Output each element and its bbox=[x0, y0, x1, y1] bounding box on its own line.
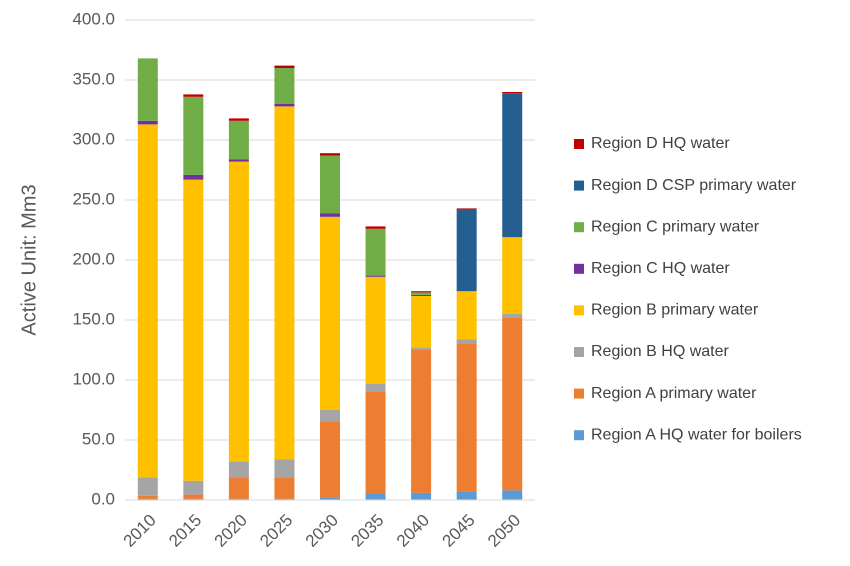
bar-segment bbox=[365, 276, 386, 384]
bar-segment bbox=[456, 209, 477, 292]
x-tick-label: 2035 bbox=[347, 511, 387, 551]
bar-segment bbox=[137, 477, 158, 496]
bar-segment bbox=[320, 410, 340, 422]
bar-segment bbox=[137, 58, 158, 121]
bar-segment bbox=[228, 118, 249, 121]
bar-segment bbox=[502, 317, 523, 491]
legend-swatch bbox=[574, 430, 584, 441]
x-tick-label: 2045 bbox=[438, 511, 478, 551]
bar-segment bbox=[183, 96, 204, 175]
bar-segment bbox=[274, 68, 295, 104]
legend-swatch bbox=[574, 180, 584, 191]
bar-segment bbox=[274, 459, 295, 478]
bar-segment bbox=[320, 497, 340, 500]
bar-segment bbox=[228, 161, 249, 462]
bar-segment bbox=[320, 216, 340, 410]
y-axis-title: Active Unit: Mm3 bbox=[18, 184, 40, 335]
legend-label: Region A primary water bbox=[591, 385, 757, 402]
bar-segment bbox=[456, 208, 477, 210]
legend-label: Region D HQ water bbox=[591, 135, 730, 152]
bar-segment bbox=[456, 344, 477, 492]
bar-segment bbox=[320, 422, 340, 498]
bar-segment bbox=[456, 291, 477, 340]
x-tick-label: 2015 bbox=[165, 511, 205, 551]
bar-segment bbox=[502, 93, 523, 238]
bar-segment bbox=[137, 120, 158, 125]
x-tick-label: 2030 bbox=[302, 511, 342, 551]
bar-segment bbox=[228, 477, 249, 499]
bar-segment bbox=[183, 494, 204, 499]
x-tick-label: 2010 bbox=[120, 511, 160, 551]
bar-segment bbox=[411, 492, 432, 500]
legend-label: Region C HQ water bbox=[591, 260, 730, 277]
bar-segment bbox=[228, 461, 249, 478]
bar-segment bbox=[502, 490, 523, 500]
legend-label: Region B HQ water bbox=[591, 343, 730, 360]
y-tick-label: 100.0 bbox=[72, 369, 115, 388]
y-tick-label: 350.0 bbox=[72, 69, 115, 88]
legend-swatch bbox=[574, 388, 584, 399]
legend-label: Region B primary water bbox=[591, 302, 759, 319]
bar-segment bbox=[502, 237, 523, 314]
y-tick-label: 50.0 bbox=[82, 429, 115, 448]
bar-segment bbox=[183, 480, 204, 495]
x-tick-label: 2025 bbox=[256, 511, 296, 551]
bar-segment bbox=[320, 153, 340, 156]
legend-swatch bbox=[574, 222, 584, 233]
legend-swatch bbox=[574, 305, 584, 316]
bar-segment bbox=[274, 106, 295, 460]
y-tick-label: 250.0 bbox=[72, 189, 115, 208]
bar-segment bbox=[183, 174, 204, 180]
bar-segment bbox=[274, 477, 295, 499]
legend-swatch bbox=[574, 263, 584, 274]
bar-segment bbox=[365, 494, 386, 500]
legend-label: Region D CSP primary water bbox=[591, 177, 797, 194]
bar-segment bbox=[365, 275, 386, 277]
bar-segment bbox=[274, 65, 295, 68]
bar-segment bbox=[411, 292, 432, 295]
bar-segment bbox=[411, 296, 432, 348]
bar-segment bbox=[411, 347, 432, 350]
bar-segment bbox=[228, 159, 249, 162]
bar-segment bbox=[365, 383, 386, 392]
x-tick-label: 2050 bbox=[484, 511, 524, 551]
y-tick-label: 150.0 bbox=[72, 309, 115, 328]
legend-swatch bbox=[574, 139, 584, 149]
bar-segment bbox=[228, 120, 249, 160]
y-tick-label: 0.0 bbox=[91, 489, 115, 508]
bar-segment bbox=[183, 94, 204, 97]
legend-label: Region C primary water bbox=[591, 218, 760, 235]
x-tick-label: 2020 bbox=[211, 511, 251, 551]
bar-segment bbox=[411, 291, 432, 293]
bar-segment bbox=[274, 498, 295, 500]
bar-segment bbox=[365, 226, 386, 229]
y-tick-label: 300.0 bbox=[72, 129, 115, 148]
bar-segment bbox=[137, 495, 158, 499]
bar-segment bbox=[183, 179, 204, 481]
x-tick-label: 2040 bbox=[393, 511, 433, 551]
bar-segment bbox=[137, 498, 158, 500]
bar-segment bbox=[183, 498, 204, 500]
bar-segment bbox=[274, 104, 295, 107]
bar-segment bbox=[502, 92, 523, 94]
bar-segment bbox=[456, 339, 477, 344]
bar-segment bbox=[411, 294, 432, 296]
bar-segment bbox=[365, 392, 386, 494]
bar-segment bbox=[456, 491, 477, 500]
bar-segment bbox=[365, 228, 386, 276]
legend-label: Region A HQ water for boilers bbox=[591, 426, 802, 443]
bar-segment bbox=[320, 155, 340, 214]
bar-segment bbox=[137, 124, 158, 478]
legend-swatch bbox=[574, 347, 584, 357]
bar-segment bbox=[502, 314, 523, 318]
y-tick-label: 200.0 bbox=[72, 249, 115, 268]
bar-segment bbox=[320, 213, 340, 217]
y-tick-label: 400.0 bbox=[72, 9, 115, 28]
bar-segment bbox=[411, 350, 432, 493]
bar-segment bbox=[228, 498, 249, 500]
